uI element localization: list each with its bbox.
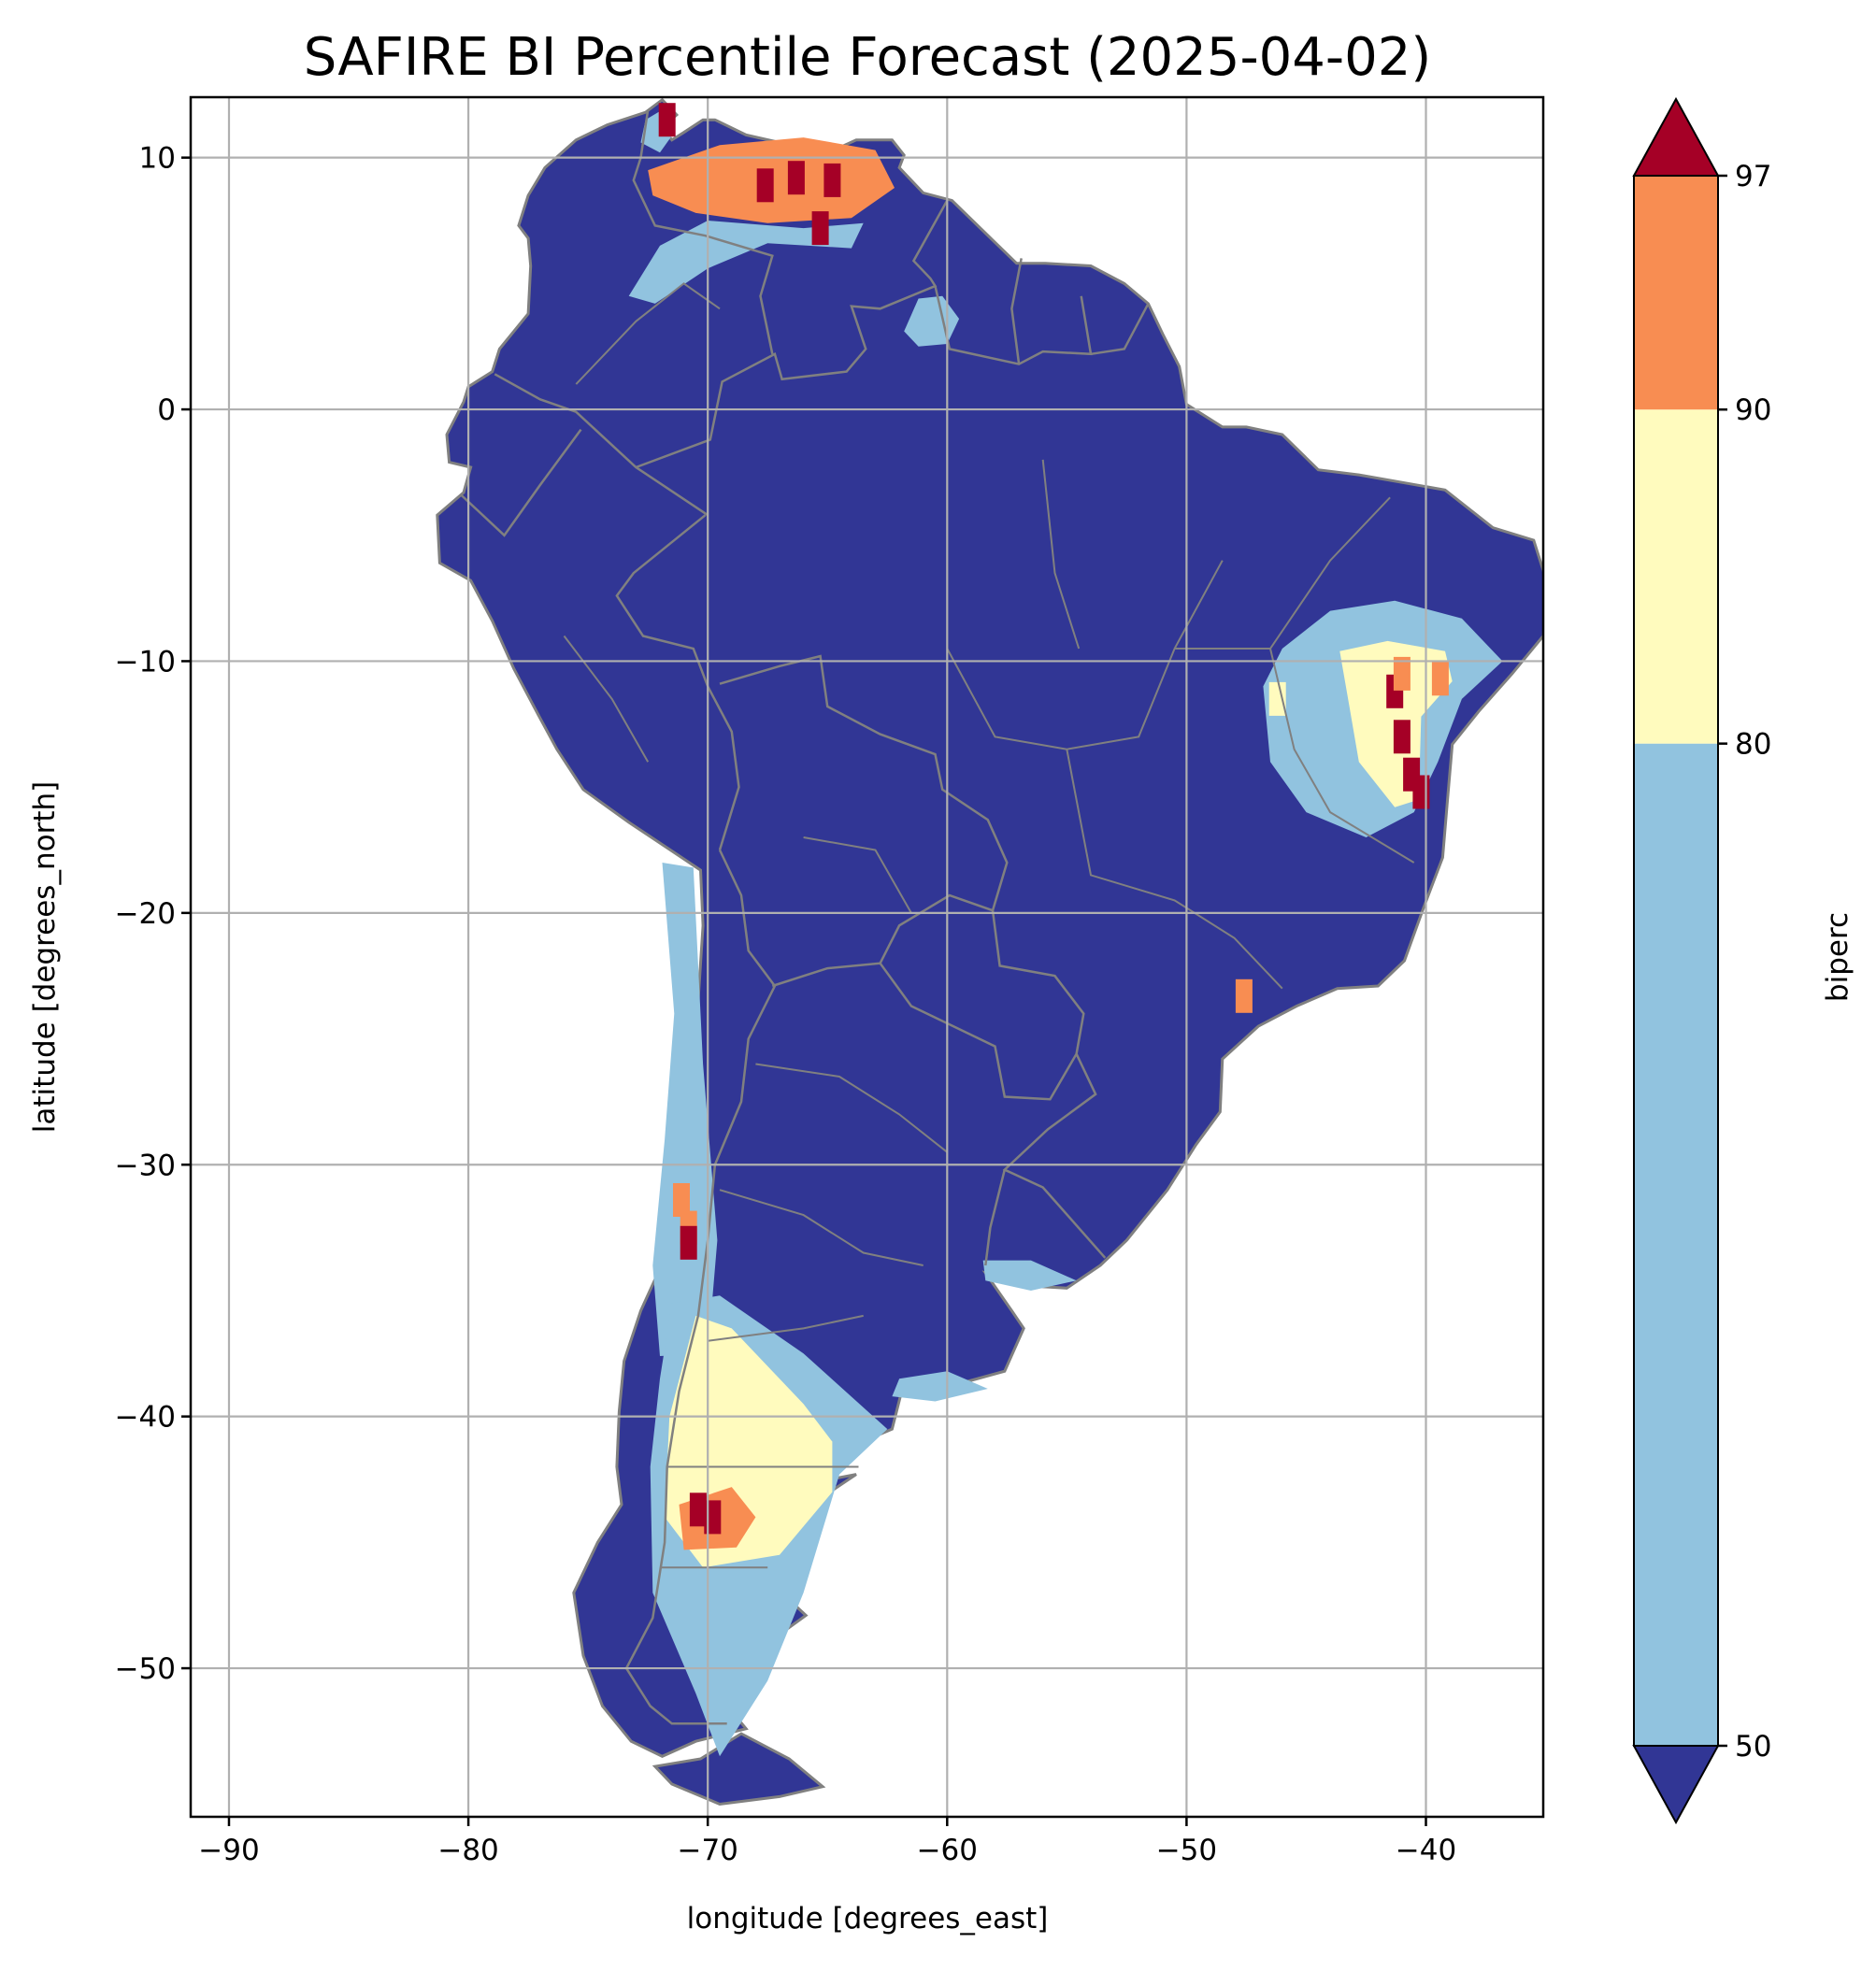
colorbar-tick-label-0: 50 (1735, 1730, 1771, 1764)
region-chile-central (652, 863, 718, 1356)
hotspot-cell-4 (811, 211, 829, 246)
hotspot-cell-8 (1412, 775, 1430, 809)
colorbar-segment-80-90 (1634, 409, 1718, 744)
x-tick-label-0: −90 (198, 1834, 259, 1867)
y-axis-ticks: 10 0 −10 −20 −30 −40 −50 (115, 142, 191, 1686)
hotspot-cell-13 (680, 1225, 697, 1260)
hotspot-cell-12 (673, 1183, 690, 1217)
hotspot-cell-5 (1393, 720, 1411, 754)
admin-line-3 (1174, 496, 1391, 650)
admin-line-4 (1269, 648, 1415, 864)
border-line-1 (460, 428, 582, 537)
admin-line-2 (1041, 459, 1081, 650)
hotspot-cell-16 (1235, 978, 1253, 1013)
admin-line-5 (803, 836, 912, 914)
border-line-9 (632, 109, 774, 355)
y-tick-label-5: −40 (115, 1401, 176, 1435)
border-line-6 (1002, 1053, 1107, 1259)
border-line-3 (624, 849, 777, 1725)
hotspot-cell-17 (1268, 681, 1286, 716)
colorbar-tick-label-2: 90 (1735, 393, 1771, 427)
x-tick-label-4: −50 (1156, 1834, 1217, 1867)
y-tick-label-0: 10 (139, 142, 176, 176)
chart-title: SAFIRE BI Percentile Forecast (2025-04-0… (304, 27, 1431, 88)
x-tick-label-5: −40 (1396, 1834, 1456, 1867)
region-uruguay-coast (982, 1260, 1077, 1291)
border-line-0 (494, 373, 709, 517)
x-tick-label-3: −60 (917, 1834, 978, 1867)
colorbar-segment-90-97 (1634, 176, 1718, 410)
colorbar-extend-under (1632, 1745, 1720, 1825)
gridlines (191, 97, 1543, 1817)
tierra-del-fuego-land (652, 1732, 826, 1807)
x-tick-label-2: −70 (677, 1834, 738, 1867)
colorbar-extend-over (1632, 96, 1720, 177)
region-llanos (628, 221, 864, 304)
hotspot-cell-14 (704, 1500, 722, 1535)
y-tick-label-3: −20 (115, 897, 176, 931)
map-axes: −90 −80 −70 −60 −50 −40 10 0 −10 −20 −30 −40 −50 (115, 95, 1545, 1867)
y-tick-label-2: −10 (115, 645, 176, 678)
admin-line-6 (755, 1063, 948, 1153)
y-tick-label-6: −50 (115, 1652, 176, 1686)
admin-line-8 (708, 1314, 864, 1342)
country-borders (460, 109, 1415, 1725)
hotspot-cell-2 (756, 168, 774, 203)
x-tick-label-1: −80 (437, 1834, 498, 1867)
colorbar-segment-50-80 (1634, 743, 1718, 1746)
colorbar-label: biperc (1821, 912, 1855, 1002)
colorbar-frame (1633, 175, 1719, 1747)
admin-line-1 (1066, 749, 1283, 990)
colorbar: 50 80 90 97 (1632, 96, 1771, 1825)
admin-line-11 (563, 635, 650, 763)
border-line-5 (879, 910, 1085, 1101)
border-line-11 (1010, 258, 1023, 364)
border-line-2 (615, 514, 740, 850)
hotspot-cell-1 (823, 163, 841, 197)
border-line-7 (984, 1169, 1007, 1266)
colorbar-tick-label-3: 97 (1735, 160, 1771, 193)
admin-line-12 (575, 282, 721, 385)
colorbar-tick-label-1: 80 (1735, 728, 1771, 762)
y-tick-label-4: −30 (115, 1149, 176, 1182)
hotspot-cell-3 (658, 103, 676, 137)
hotspot-cell-0 (787, 161, 805, 195)
border-line-4 (719, 654, 1009, 988)
hotspot-cell-9 (1431, 662, 1449, 696)
hotspot-cell-15 (689, 1493, 707, 1527)
x-axis-label: longitude [degrees_east] (687, 1902, 1049, 1935)
border-line-8 (635, 199, 949, 469)
plot-frame (189, 95, 1545, 1819)
y-axis-label: latitude [degrees_north] (28, 781, 62, 1133)
admin-line-7 (719, 1189, 924, 1266)
hotspot-cell-10 (1393, 656, 1411, 691)
border-line-12 (1090, 303, 1150, 356)
x-axis-ticks: −90 −80 −70 −60 −50 −40 (198, 1817, 1456, 1867)
y-tick-label-1: 0 (157, 393, 176, 427)
region-pampas-coast (892, 1371, 988, 1402)
admin-line-0 (946, 560, 1224, 750)
